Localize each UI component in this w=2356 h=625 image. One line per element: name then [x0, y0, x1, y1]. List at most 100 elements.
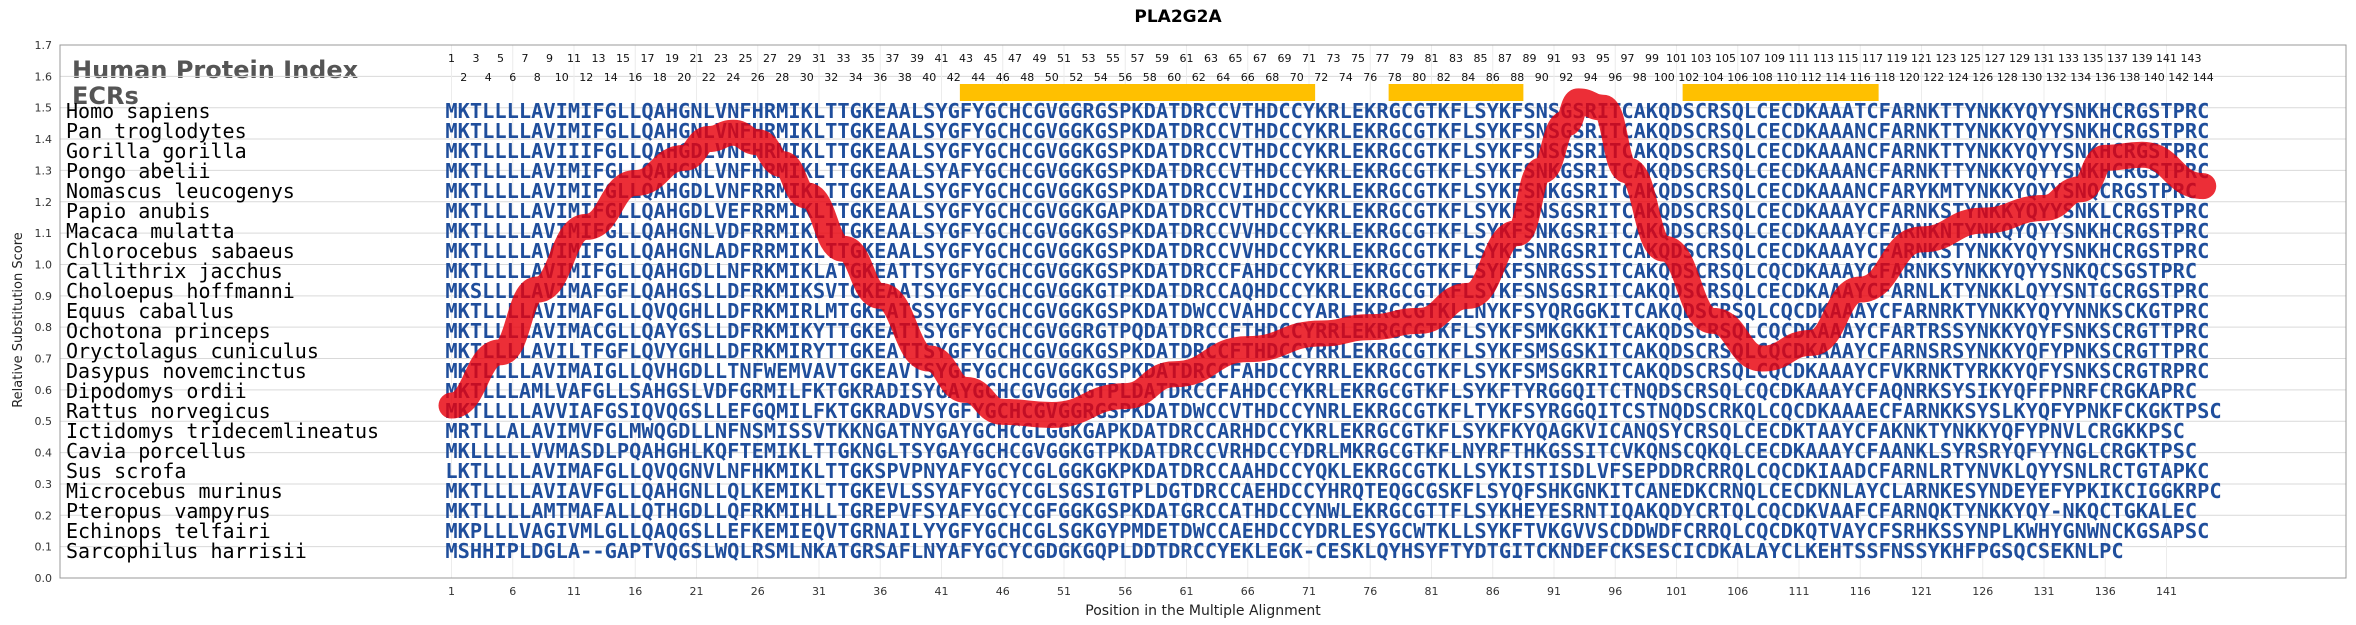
x-tick-label: 21: [690, 585, 704, 598]
protein-index-number: 65: [1229, 52, 1243, 65]
protein-index-number: 2: [460, 71, 467, 84]
species-name: Microcebus murinus: [66, 479, 283, 503]
protein-index-number: 74: [1339, 71, 1353, 84]
panel-title: Human Protein Index: [72, 56, 359, 84]
protein-index-number: 100: [1654, 71, 1675, 84]
protein-index-number: 92: [1559, 71, 1573, 84]
protein-index-number: 1: [448, 52, 455, 65]
score-point: [1564, 121, 1568, 125]
x-tick-label: 1: [448, 585, 455, 598]
y-tick-label: 0.6: [35, 384, 53, 397]
species-name: Pongo abelii: [66, 159, 211, 183]
protein-index-number: 97: [1621, 52, 1635, 65]
plot-frame: [59, 44, 2347, 579]
score-point: [2201, 184, 2205, 188]
protein-index-number: 121: [1911, 52, 1932, 65]
protein-index-number: 33: [837, 52, 851, 65]
y-tick-label: 0.1: [35, 541, 53, 554]
ecr-bar: [1388, 84, 1524, 101]
score-point: [707, 137, 711, 141]
score-point: [450, 404, 454, 408]
protein-index-number: 141: [2156, 52, 2177, 65]
protein-index-number: 13: [592, 52, 606, 65]
species-name: Cavia porcellus: [66, 439, 247, 463]
protein-index-number: 132: [2046, 71, 2067, 84]
score-point: [1368, 325, 1372, 329]
score-point: [1711, 319, 1715, 323]
protein-index-number: 86: [1486, 71, 1500, 84]
score-point: [1123, 394, 1127, 398]
y-tick-label: 0.2: [35, 509, 53, 522]
y-tick-label: 1.1: [35, 227, 53, 240]
ecr-bars: [959, 84, 1879, 101]
protein-index-ticks: 1234567891011121314151617181920212223242…: [448, 52, 2214, 84]
score-point: [633, 181, 637, 185]
sequence-row: MKTLLLLAMTMAFALLQTHGDLLQFRKMIHLLTGREPVFS…: [445, 499, 2197, 523]
x-tick-label: 66: [1241, 585, 1255, 598]
protein-index-number: 116: [1850, 71, 1871, 84]
protein-index-number: 35: [861, 52, 875, 65]
score-point: [842, 247, 846, 251]
protein-index-number: 82: [1437, 71, 1451, 84]
protein-index-number: 119: [1887, 52, 1908, 65]
protein-index-number: 3: [473, 52, 480, 65]
score-point: [927, 357, 931, 361]
score-point: [1246, 347, 1250, 351]
score-point: [1577, 99, 1581, 103]
species-name: Papio anubis: [66, 199, 211, 223]
sequence-row: MKTLLLLAVIMIFGLLQAHGNLVNFHRMIKLTTGKEAALS…: [445, 99, 2209, 123]
protein-index-number: 39: [910, 52, 924, 65]
protein-index-number: 75: [1351, 52, 1365, 65]
protein-index-number: 18: [653, 71, 667, 84]
protein-index-number: 126: [1972, 71, 1993, 84]
protein-index-number: 37: [886, 52, 900, 65]
score-point: [1626, 168, 1630, 172]
protein-index-number: 139: [2132, 52, 2153, 65]
protein-index-number: 50: [1045, 71, 1059, 84]
protein-index-number: 127: [1985, 52, 2006, 65]
y-tick-label: 1.7: [35, 39, 53, 52]
protein-index-number: 68: [1265, 71, 1279, 84]
protein-index-number: 20: [677, 71, 691, 84]
sequence-row: MKTLLLLAVIMIFGLLQAHGDLVNFRRMIKLTTGKEAALS…: [445, 179, 2197, 203]
protein-index-number: 61: [1180, 52, 1194, 65]
species-name: Pan troglodytes: [66, 119, 247, 143]
species-name: Macaca mulatta: [66, 219, 235, 243]
protein-index-number: 48: [1020, 71, 1034, 84]
x-tick-label: 141: [2156, 585, 2177, 598]
species-name: Homo sapiens: [66, 99, 211, 123]
protein-index-number: 54: [1094, 71, 1108, 84]
sequence-row: MKLLLLLVVMASDLPQAHGHLKQFTEMIKLTTGKNGLTSY…: [445, 439, 2197, 463]
x-tick-label: 36: [873, 585, 887, 598]
species-name: Choloepus hoffmanni: [66, 279, 295, 303]
protein-index-number: 77: [1376, 52, 1390, 65]
sequence-row: MKTLLLLAVIAVFGLLQAHGNLLQLKEMIKLTTGKEVLSS…: [445, 479, 2221, 503]
y-tick-label: 0.3: [35, 478, 53, 491]
y-tick-label: 0.7: [35, 353, 53, 366]
protein-index-number: 140: [2144, 71, 2165, 84]
protein-index-number: 98: [1633, 71, 1647, 84]
protein-index-number: 135: [2083, 52, 2104, 65]
x-tick-label: 41: [935, 585, 949, 598]
species-name: Echinops telfairi: [66, 519, 271, 543]
protein-index-number: 72: [1314, 71, 1328, 84]
protein-index-number: 120: [1899, 71, 1920, 84]
protein-index-number: 136: [2095, 71, 2116, 84]
score-point: [1515, 231, 1519, 235]
x-tick-label: 56: [1118, 585, 1132, 598]
x-tick-label: 131: [2034, 585, 2055, 598]
protein-index-number: 129: [2009, 52, 2030, 65]
x-tick-label: 96: [1608, 585, 1622, 598]
protein-index-number: 112: [1801, 71, 1822, 84]
x-tick-label: 136: [2095, 585, 2116, 598]
protein-index-number: 67: [1253, 52, 1267, 65]
score-point: [1050, 413, 1054, 417]
ecr-label: ECRs: [72, 82, 139, 110]
protein-index-number: 117: [1862, 52, 1883, 65]
sequence-row: MKSLLLLAVIMAFGFLQAHGSLLDFRKMIKSVTGKEAATS…: [445, 279, 2209, 303]
x-tick-label: 46: [996, 585, 1010, 598]
score-point: [2042, 206, 2046, 210]
protein-index-number: 110: [1776, 71, 1797, 84]
protein-index-number: 99: [1645, 52, 1659, 65]
protein-index-number: 43: [959, 52, 973, 65]
